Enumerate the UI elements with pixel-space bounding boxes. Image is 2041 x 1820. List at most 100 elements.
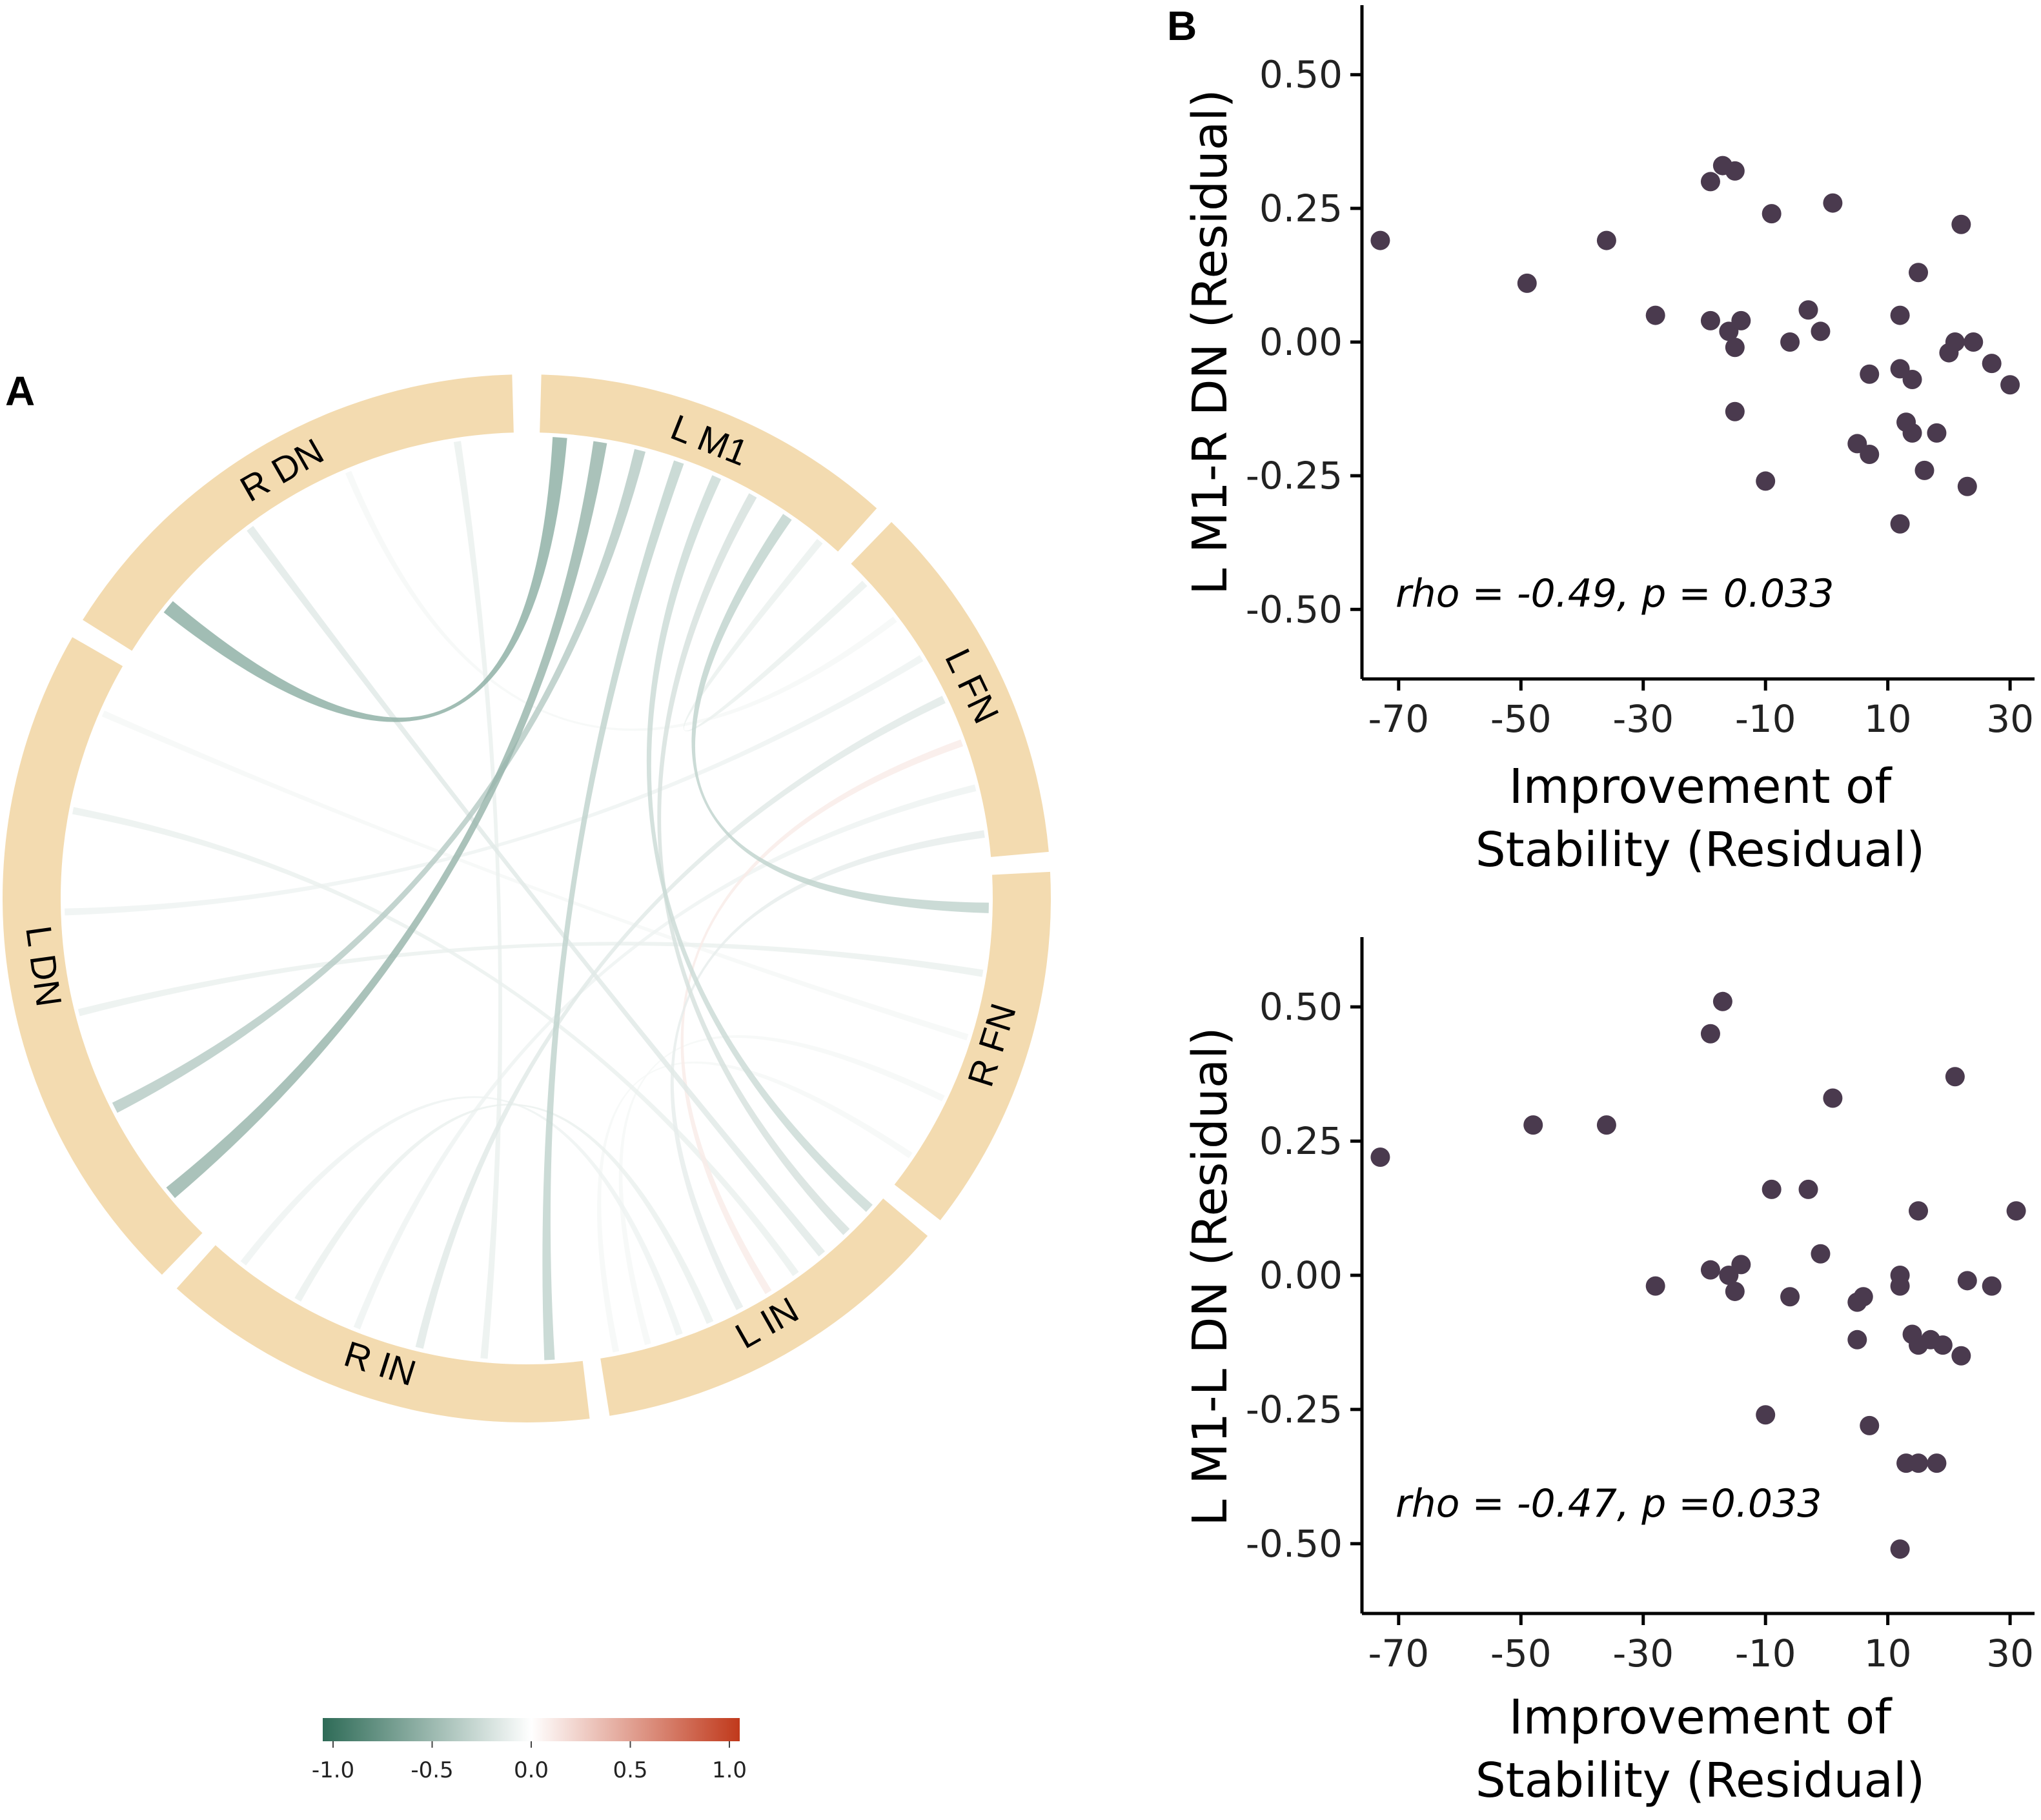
chord-diagram: L M1L FNR FNL INR INL DNR DN [3, 374, 1051, 1422]
data-point [1811, 321, 1831, 341]
data-point [1945, 332, 1965, 352]
chord-link [72, 807, 799, 1277]
data-point [1780, 1287, 1800, 1307]
x-tick-label: -30 [1612, 697, 1674, 741]
data-point [1700, 172, 1720, 192]
annotation: rho = -0.49, p = 0.033 [1396, 571, 1834, 616]
chord-link [597, 1061, 913, 1353]
y-tick-label: -0.25 [1246, 454, 1343, 498]
x-tick-label: 10 [1864, 1632, 1912, 1675]
chord-link [691, 514, 989, 913]
data-point [1860, 1415, 1880, 1435]
chord-link [646, 475, 873, 1212]
data-point [1700, 310, 1720, 330]
data-point [1725, 1281, 1745, 1301]
data-point [1780, 332, 1800, 352]
data-point [1725, 338, 1745, 358]
data-point [1731, 310, 1751, 330]
panel-label-a: A [5, 368, 35, 414]
data-point [1756, 1405, 1776, 1425]
annotation: rho = -0.47, p =0.033 [1396, 1481, 1822, 1526]
data-point [1700, 1260, 1720, 1280]
data-point [1645, 305, 1665, 325]
x-axis-title-line1: Improvement of [1509, 759, 1893, 814]
x-axis-title-line1: Improvement of [1509, 1690, 1893, 1745]
data-point [1860, 364, 1880, 384]
data-point [1731, 1255, 1751, 1275]
data-point [1762, 204, 1782, 224]
data-point [1914, 460, 1934, 480]
data-point [1890, 305, 1910, 325]
x-tick-label: -70 [1368, 697, 1429, 741]
y-axis-title: L M1-L DN (Residual) [1183, 1027, 1238, 1526]
data-point [1982, 1276, 2002, 1296]
data-point [1811, 1244, 1831, 1264]
y-ticks: 0.50 0.25 0.00 -0.25 -0.50 [1246, 53, 1362, 631]
data-point [1909, 1453, 1929, 1473]
chord-sector [851, 521, 1049, 857]
y-tick-label: 0.25 [1259, 1119, 1343, 1163]
x-tick-label: -10 [1735, 697, 1796, 741]
data-point [1909, 263, 1929, 283]
data-point [1823, 1088, 1843, 1108]
chord-sector [176, 1245, 590, 1422]
data-point [1902, 423, 1922, 443]
data-point [1798, 300, 1818, 320]
chord-sectors [3, 374, 1051, 1422]
y-tick-label: -0.25 [1246, 1388, 1343, 1431]
colorbar-tick-label: 0.0 [514, 1757, 549, 1783]
data-point [1370, 230, 1390, 250]
data-point [1700, 1024, 1720, 1044]
chord-sector [540, 374, 877, 552]
data-point [1933, 1335, 1953, 1355]
data-point [1712, 991, 1732, 1011]
colorbar-tick-label: 0.5 [613, 1757, 647, 1783]
data-point [1725, 401, 1745, 421]
scatter-plot-bottom: 0.500.250.00-0.25-0.50 -70 -50 -30 -10 10 30 … [1183, 937, 2035, 1808]
data-point [1823, 193, 1843, 213]
data-point [1902, 370, 1922, 389]
y-tick-label: 0.00 [1259, 320, 1343, 364]
data-point [1945, 1067, 1965, 1087]
chord-link [101, 710, 969, 1041]
data-point [1890, 514, 1910, 534]
data-point [1645, 1276, 1665, 1296]
data-point [1860, 445, 1880, 464]
data-point [1957, 476, 1977, 496]
colorbar-tick-label: 1.0 [712, 1757, 747, 1783]
chord-sector [894, 871, 1051, 1220]
data-point [1927, 1453, 1947, 1473]
data-point [1517, 273, 1537, 293]
data-point [1596, 230, 1616, 250]
data-point [1909, 1201, 1929, 1221]
colorbar: -1.0 -0.5 0.0 0.5 1.0 [312, 1718, 747, 1783]
data-point [1890, 1276, 1910, 1296]
data-point [1762, 1179, 1782, 1199]
colorbar-gradient [323, 1718, 740, 1741]
colorbar-ticks: -1.0 -0.5 0.0 0.5 1.0 [312, 1741, 747, 1783]
y-ticks: 0.50 0.25 0.00 -0.25 -0.50 [1246, 985, 1362, 1566]
chord-links [65, 437, 989, 1360]
y-tick-label: -0.50 [1246, 587, 1343, 631]
data-point [1957, 1271, 1977, 1291]
data-point [1951, 214, 1971, 234]
data-point [1951, 1346, 1971, 1366]
chord-link [294, 1104, 714, 1324]
data-point [1725, 161, 1745, 181]
y-tick-label: -0.50 [1246, 1522, 1343, 1566]
y-tick-label: 0.50 [1259, 53, 1343, 97]
data-point [1927, 423, 1947, 443]
chord-link [453, 441, 503, 1359]
chord-sector [3, 637, 203, 1275]
data-point [2000, 375, 2020, 395]
x-ticks: -70 -50 -30 -10 10 30 [1368, 1613, 2034, 1675]
data-point [1982, 354, 2002, 374]
data-point [1596, 1115, 1616, 1135]
y-tick-label: 0.00 [1259, 1253, 1343, 1297]
data-point [1847, 1330, 1867, 1350]
chord-sector [83, 374, 514, 651]
y-tick-label: 0.25 [1259, 187, 1343, 230]
y-tick-label: 0.50 [1259, 985, 1343, 1029]
scatter-plot-top: 0.500.250.00-0.25-0.50 -70 -50 -30 -10 10 30 … [1183, 5, 2035, 878]
